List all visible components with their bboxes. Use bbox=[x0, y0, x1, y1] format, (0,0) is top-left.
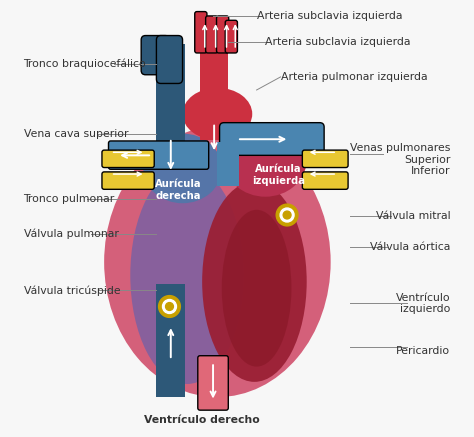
Bar bbox=[156, 44, 185, 162]
Text: Válvula aórtica: Válvula aórtica bbox=[370, 242, 450, 252]
FancyBboxPatch shape bbox=[302, 150, 348, 167]
Text: Arteria pulmonar izquierda: Arteria pulmonar izquierda bbox=[281, 72, 427, 82]
Ellipse shape bbox=[130, 166, 244, 384]
FancyBboxPatch shape bbox=[206, 16, 218, 53]
Text: Tronco braquiocefálico: Tronco braquiocefálico bbox=[24, 59, 146, 69]
FancyBboxPatch shape bbox=[102, 172, 154, 189]
FancyBboxPatch shape bbox=[141, 35, 170, 75]
Text: Válvula tricúspide: Válvula tricúspide bbox=[24, 285, 120, 295]
Text: Arteria subclavia izquierda: Arteria subclavia izquierda bbox=[256, 11, 402, 21]
FancyBboxPatch shape bbox=[219, 123, 324, 155]
Circle shape bbox=[163, 299, 176, 313]
Text: Ventrículo
izquierdo: Ventrículo izquierdo bbox=[396, 293, 450, 314]
FancyBboxPatch shape bbox=[225, 20, 237, 53]
FancyBboxPatch shape bbox=[102, 150, 154, 167]
FancyBboxPatch shape bbox=[156, 35, 182, 83]
Bar bbox=[156, 284, 185, 397]
Text: Aurícula
izquierda: Aurícula izquierda bbox=[252, 164, 305, 186]
Circle shape bbox=[165, 302, 173, 310]
FancyBboxPatch shape bbox=[198, 356, 228, 410]
Ellipse shape bbox=[104, 127, 331, 397]
Circle shape bbox=[159, 295, 181, 317]
Text: Válvula pulmonar: Válvula pulmonar bbox=[24, 229, 119, 239]
Bar bbox=[200, 44, 228, 140]
Ellipse shape bbox=[222, 210, 292, 367]
FancyBboxPatch shape bbox=[109, 141, 209, 169]
Text: Vena cava superior: Vena cava superior bbox=[24, 128, 128, 139]
Ellipse shape bbox=[202, 181, 307, 382]
Ellipse shape bbox=[182, 88, 252, 140]
Text: Válvula mitral: Válvula mitral bbox=[376, 212, 450, 221]
Ellipse shape bbox=[143, 134, 222, 203]
Circle shape bbox=[280, 208, 294, 222]
FancyBboxPatch shape bbox=[217, 16, 229, 53]
Text: Ventrículo derecho: Ventrículo derecho bbox=[144, 415, 260, 425]
FancyBboxPatch shape bbox=[302, 172, 348, 189]
Text: Venas pulmonares
Superior
Inferior: Venas pulmonares Superior Inferior bbox=[350, 143, 450, 176]
Circle shape bbox=[276, 204, 298, 226]
FancyBboxPatch shape bbox=[195, 12, 207, 53]
Text: Aurícula
derecha: Aurícula derecha bbox=[155, 179, 201, 201]
Bar bbox=[218, 142, 239, 186]
Ellipse shape bbox=[224, 123, 307, 197]
Text: Arteria subclavia izquierda: Arteria subclavia izquierda bbox=[265, 37, 411, 47]
Text: Pericardio: Pericardio bbox=[396, 347, 450, 356]
Circle shape bbox=[283, 211, 291, 219]
Text: Tronco pulmonar: Tronco pulmonar bbox=[24, 194, 115, 204]
